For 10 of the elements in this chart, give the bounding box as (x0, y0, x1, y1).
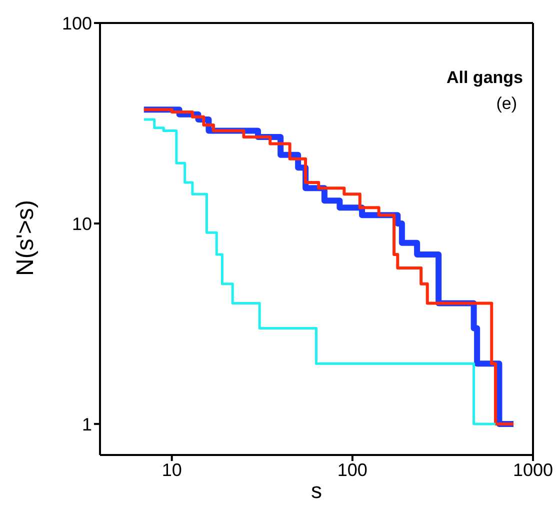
annotation: All gangs (446, 68, 523, 88)
x-axis-title: s (311, 478, 322, 503)
y-tick-label: 1 (82, 414, 92, 434)
y-tick-label: 100 (62, 13, 92, 34)
y-axis-title: N(s'>s) (11, 200, 40, 276)
annotation: (e) (496, 94, 518, 114)
x-tick-label: 100 (337, 460, 368, 480)
x-tick-label: 10 (162, 460, 182, 480)
x-tick-label: 1000 (512, 460, 554, 480)
y-tick-label: 10 (72, 214, 92, 234)
